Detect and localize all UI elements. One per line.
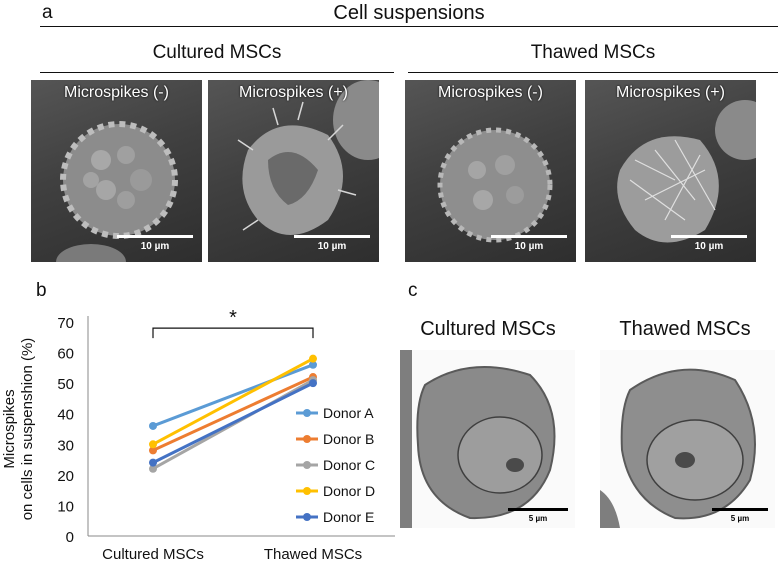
- group-title-cultured: Cultured MSCs: [152, 42, 282, 63]
- tem-image-thawed: 5 µm: [600, 350, 775, 528]
- sem-image-thawed-minus: Microspikes (-) 10 µm: [405, 80, 576, 262]
- sem-cell-cultured-plus: [237, 80, 379, 235]
- y-tick-label: 70: [57, 315, 74, 332]
- data-point: [149, 464, 157, 473]
- series-line-donor-a: [152, 363, 314, 428]
- scale-label: 10 µm: [317, 241, 347, 252]
- sem-cell-thawed-minus: [437, 127, 553, 243]
- sem-label: Microspikes (-): [438, 84, 543, 101]
- data-point: [149, 440, 157, 449]
- y-tick-label: 50: [57, 376, 74, 393]
- sem-image-thawed-plus: Microspikes (+) 10 µm: [585, 80, 756, 262]
- group-rule-thawed: [408, 72, 778, 73]
- series-line-donor-b: [152, 375, 314, 452]
- significance-star: *: [229, 307, 237, 329]
- x-category-label: Cultured MSCs: [102, 546, 204, 561]
- series-line-donor-d: [152, 357, 314, 446]
- sem-label: Microspikes (-): [64, 84, 169, 101]
- legend-label: Donor A: [323, 405, 374, 421]
- tem-cell-thawed: [600, 368, 756, 528]
- y-tick-label: 10: [57, 498, 74, 515]
- legend-label: Donor B: [323, 431, 374, 447]
- scale-bar: [671, 235, 747, 238]
- tem-image-cultured: 5 µm: [400, 350, 575, 528]
- data-point: [149, 421, 157, 430]
- y-tick-label: 0: [66, 529, 74, 546]
- group-title-thawed: Thawed MSCs: [530, 42, 656, 63]
- data-point: [309, 379, 317, 388]
- tem-scale-label: 5 µm: [528, 514, 548, 523]
- sem-cell-cultured-minus: [56, 121, 178, 262]
- y-axis-label: on cells in suspenshion (%): [19, 338, 36, 521]
- sem-label: Microspikes (+): [239, 84, 348, 101]
- data-point: [149, 446, 157, 455]
- tem-title-thawed: Thawed MSCs: [619, 318, 751, 340]
- tem-cell-cultured: [400, 350, 556, 528]
- data-point: [149, 458, 157, 467]
- title-rule: [40, 26, 778, 27]
- sem-label: Microspikes (+): [616, 84, 725, 101]
- legend-marker: [303, 461, 311, 469]
- panel-a-title: Cell suspensions: [333, 2, 485, 24]
- panel-c-letter: c: [408, 280, 418, 301]
- significance-bracket: [152, 327, 314, 339]
- scale-label: 10 µm: [694, 241, 724, 252]
- sem-cell-thawed-plus: [617, 100, 756, 243]
- donor-line-chart: 0 10 20 30 40 50 60 70 Cultured MSCs Thawed MSCs M…: [1, 307, 395, 561]
- tem-scale-bar: [712, 508, 768, 511]
- data-point: [309, 360, 317, 369]
- legend-marker: [303, 409, 311, 417]
- y-tick-label: 20: [57, 468, 74, 485]
- scale-label: 10 µm: [514, 241, 544, 252]
- legend-label: Donor D: [323, 483, 375, 499]
- legend-label: Donor C: [323, 457, 375, 473]
- scale-bar: [491, 235, 567, 238]
- scale-bar: [294, 235, 370, 238]
- scale-label: 10 µm: [140, 241, 170, 252]
- sem-image-cultured-plus: Microspikes (+) 10 µm: [208, 80, 379, 262]
- x-category-label: Thawed MSCs: [264, 546, 362, 561]
- panel-a-letter: a: [42, 2, 53, 23]
- scale-bar: [117, 235, 193, 238]
- tem-scale-label: 5 µm: [730, 514, 750, 523]
- y-axis-label: Microspikes: [1, 389, 18, 468]
- series-line-donor-e: [152, 381, 314, 464]
- y-tick-label: 40: [57, 407, 74, 424]
- y-tick-label: 60: [57, 346, 74, 363]
- tem-title-cultured: Cultured MSCs: [420, 318, 556, 340]
- legend-marker: [303, 513, 311, 521]
- sem-image-cultured-minus: Microspikes (-) 10 µm: [31, 80, 202, 262]
- y-tick-label: 30: [57, 437, 74, 454]
- legend-label: Donor E: [323, 509, 374, 525]
- legend-marker: [303, 435, 311, 443]
- legend-marker: [303, 487, 311, 495]
- panel-b-letter: b: [36, 280, 47, 301]
- group-rule-cultured: [40, 72, 394, 73]
- data-point: [309, 354, 317, 363]
- tem-scale-bar: [508, 508, 568, 511]
